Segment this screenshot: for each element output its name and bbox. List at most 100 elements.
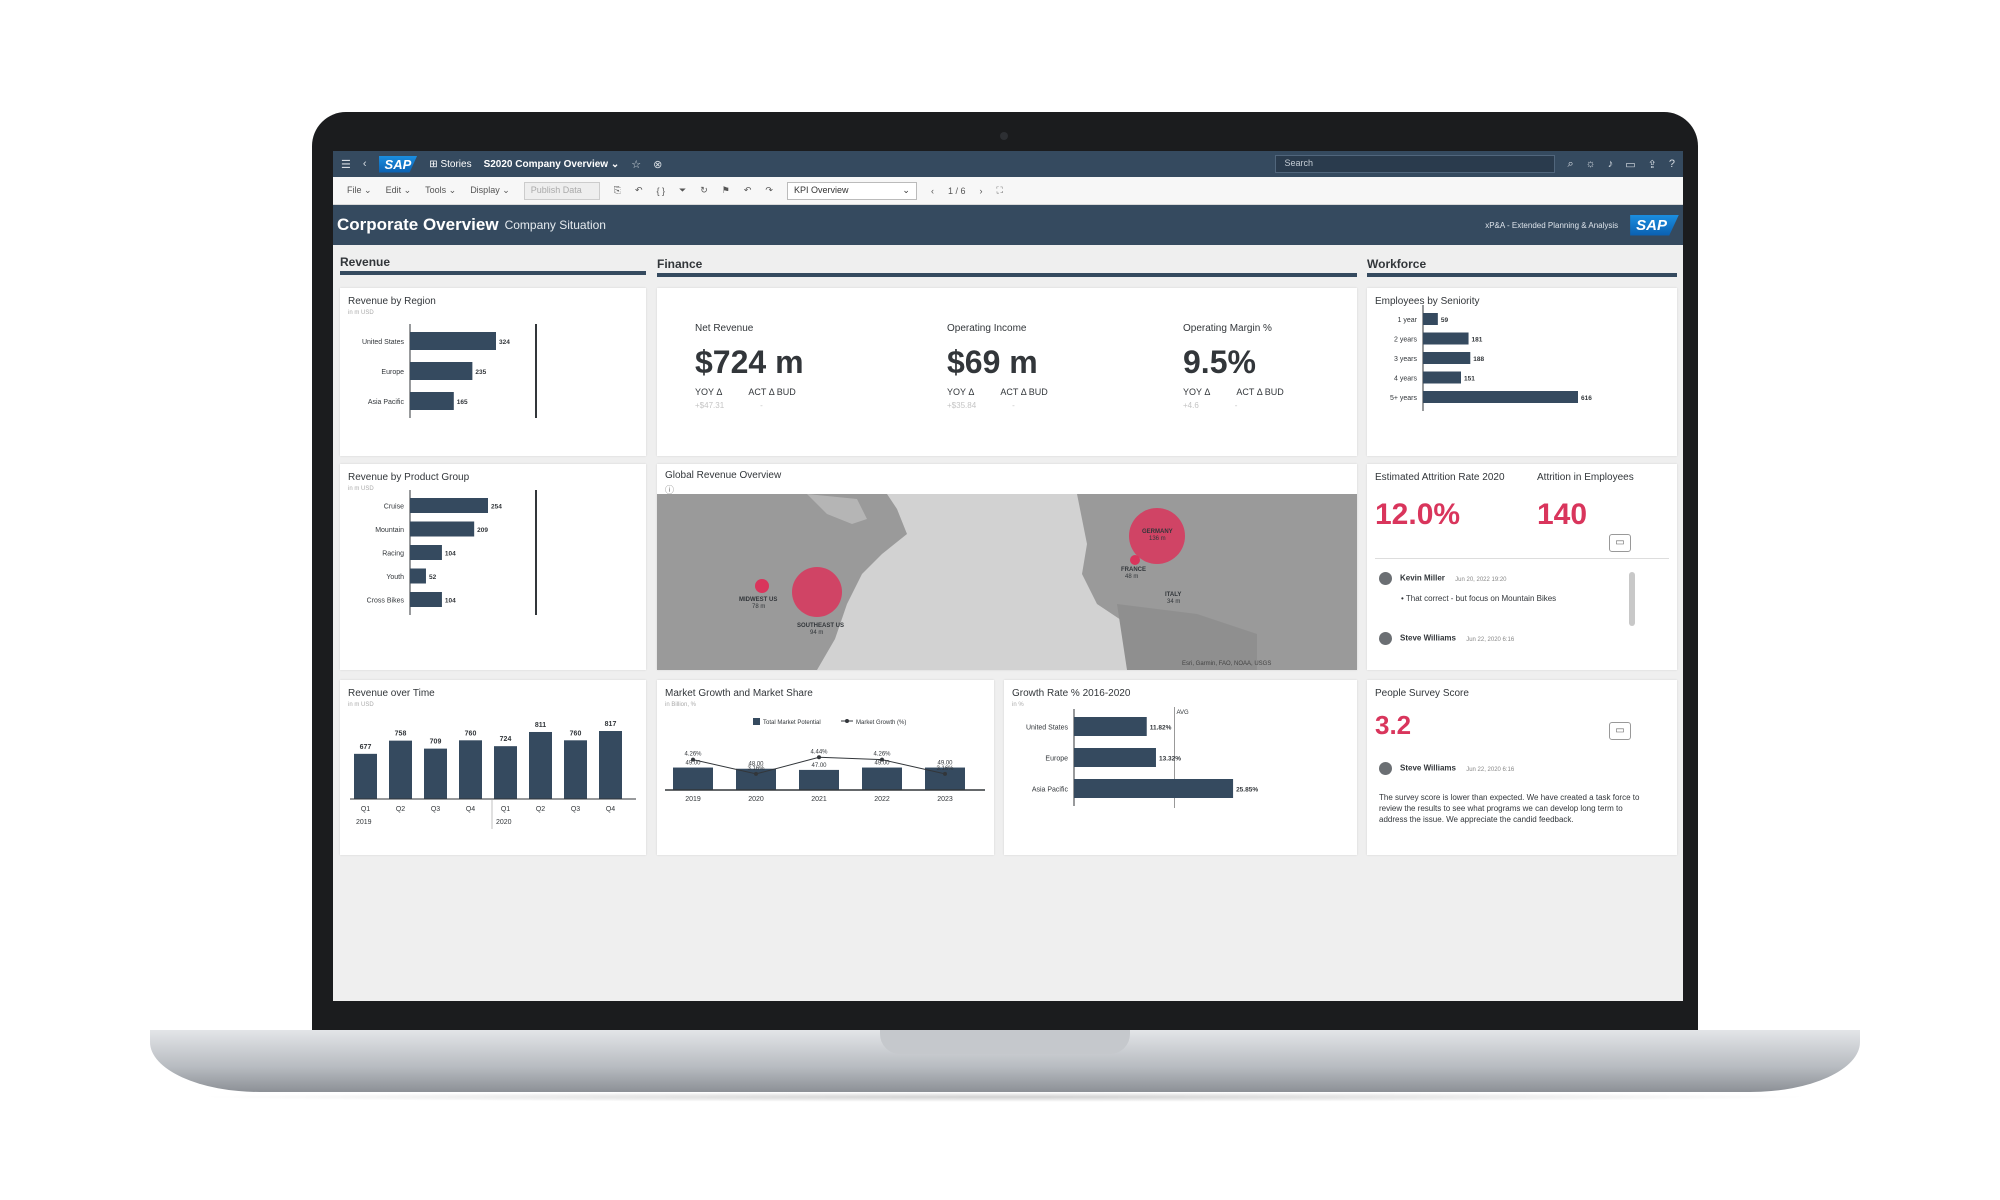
year-label: 2020 [496,819,512,826]
copy-icon[interactable]: ⎘ [613,185,621,195]
page-header: Corporate Overview Company Situation xP&… [333,205,1683,245]
tick-label: Q1 [361,806,370,813]
data-label: 181 [1472,337,1483,344]
category-label: Mountain [375,527,404,534]
line-point [817,755,821,760]
undo-link-icon[interactable]: ↶ [634,185,643,195]
bar [1074,779,1234,798]
star-icon[interactable]: ☆ [631,158,642,171]
survey-comment: Steve Williams Jun 22, 2020 6:16 [1379,762,1514,775]
tile-revenue-by-product[interactable]: Revenue by Product Group in m USD Cruise… [340,464,646,670]
average-label: AVG [1176,710,1189,716]
help-icon[interactable]: ? [1668,158,1675,170]
data-label: 758 [395,731,407,738]
map-label-value: 48 m [1125,574,1138,580]
filter-icon[interactable]: ⏷ [679,185,687,195]
avatar [1379,572,1392,585]
tile-employees-by-seniority[interactable]: Employees by Seniority 1 year 59 2 years 18… [1367,288,1677,456]
stories-icon: ⊞ [429,158,441,170]
tile-unit: in % [1012,702,1024,708]
tile-growth-rate[interactable]: Growth Rate % 2016-2020 in % AVG United S… [1004,680,1357,855]
code-icon[interactable]: { } [656,185,666,196]
camera [1000,132,1008,140]
info-icon[interactable]: ⓘ [665,485,675,495]
fullscreen-icon[interactable]: ⛶ [996,185,1003,195]
bar [599,731,622,799]
redo-icon[interactable]: ↷ [765,185,773,195]
next-page-icon[interactable]: › [979,185,983,196]
sap-logo[interactable]: SAP [378,155,418,173]
comment-icon[interactable]: ▭ [1609,722,1631,740]
survey-score-value: 3.2 [1375,710,1412,740]
refresh-icon[interactable]: ↻ [700,185,708,195]
laptop-base [150,1030,1860,1092]
tile-title: People Survey Score [1375,688,1469,699]
tile-finance-kpis[interactable]: Net Revenue $724 m YOY Δ ACT Δ BUD +$47.3… [657,288,1357,456]
lightbulb-icon[interactable]: ☼ [1585,158,1596,170]
back-icon[interactable]: ‹ [362,158,367,170]
map-bubble[interactable] [1129,508,1185,564]
tile-global-revenue-map[interactable]: Global Revenue Overview ⓘ MIDWEST US 78 … [657,464,1357,670]
display-menu[interactable]: Display ⌄ [470,185,510,195]
pager: 1 / 6 [947,185,966,196]
data-label: 165 [457,399,468,406]
bar-label: 49.00 [937,761,953,767]
map-bubble[interactable] [1130,555,1140,565]
bar [925,767,965,790]
tile-market-growth[interactable]: Market Growth and Market Share in Billio… [657,680,994,855]
map-arctic-islands [807,494,867,524]
bell-icon[interactable]: ♪ [1607,158,1614,170]
line-label: 3.16% [747,766,765,772]
undo-icon[interactable]: ↶ [743,185,752,195]
map-bubble[interactable] [755,579,769,593]
stories-link[interactable]: ⊞ Stories [429,158,472,170]
edit-menu[interactable]: Edit ⌄ [385,185,412,195]
tile-people-survey[interactable]: People Survey Score 3.2 ▭ Steve Williams… [1367,680,1677,855]
line-label: 4.26% [873,752,891,758]
data-label: 11.82% [1150,725,1172,732]
close-circle-icon[interactable]: ⊗ [653,158,663,171]
map-africa [1117,604,1257,670]
data-label: 760 [570,730,582,737]
data-label: 151 [1464,376,1475,383]
chevron-down-icon: ⌄ [902,184,910,195]
category-label: Europe [381,369,404,376]
section-finance: Finance [657,257,1357,277]
map-bubble[interactable] [792,567,842,617]
chat-icon[interactable]: ▭ [1625,158,1636,171]
line-point [943,771,947,776]
tile-revenue-by-region[interactable]: Revenue by Region in m USD United States… [340,288,646,456]
bar-label: 47.00 [811,763,827,769]
tile-attrition[interactable]: Estimated Attrition Rate 2020 Attrition … [1367,464,1677,670]
category-label: Racing [382,551,404,558]
legend-label: Total Market Potential [763,720,821,726]
map-label-value: 136 m [1149,536,1166,542]
shell-bar: ☰ ‹ SAP ⊞ Stories S2020 Company Overview… [333,151,1683,177]
search-icon[interactable]: ⌕ [1567,157,1574,170]
tick-label: 2021 [811,796,827,803]
prev-page-icon[interactable]: ‹ [930,185,934,196]
bookmark-icon[interactable]: ⚑ [721,185,730,195]
story-title[interactable]: S2020 Company Overview ⌄ [483,158,620,170]
search-input[interactable]: Search [1275,155,1556,173]
share-icon[interactable]: ⇪ [1647,158,1657,171]
line-point [691,757,695,762]
legend-label: Market Growth (%) [856,720,906,726]
bar [1074,717,1147,736]
data-label: 677 [360,744,372,751]
revenue-by-region-chart: United States 324 Europe 235 Asia Pacific 165 [362,324,537,418]
publish-data-button[interactable]: Publish Data [523,181,600,200]
tile-revenue-over-time[interactable]: Revenue over Time in m USD 677 Q1 758 Q2 709… [340,680,646,855]
page-select[interactable]: KPI Overview ⌄ [786,181,917,200]
menu-icon[interactable]: ☰ [341,158,351,171]
kpi-net-revenue: Net Revenue $724 m YOY Δ ACT Δ BUD +$47.3… [695,323,804,410]
line-label: 4.26% [684,752,702,758]
data-label: 188 [1473,356,1484,363]
comment-icon[interactable]: ▭ [1609,534,1631,552]
tools-menu[interactable]: Tools ⌄ [425,185,457,195]
scrollbar[interactable] [1629,572,1635,626]
file-menu[interactable]: File ⌄ [347,185,372,195]
kpi-operating-margin: Operating Margin % 9.5% YOY Δ ACT Δ BUD +… [1183,323,1284,410]
bar [564,740,587,799]
bar [410,545,442,560]
